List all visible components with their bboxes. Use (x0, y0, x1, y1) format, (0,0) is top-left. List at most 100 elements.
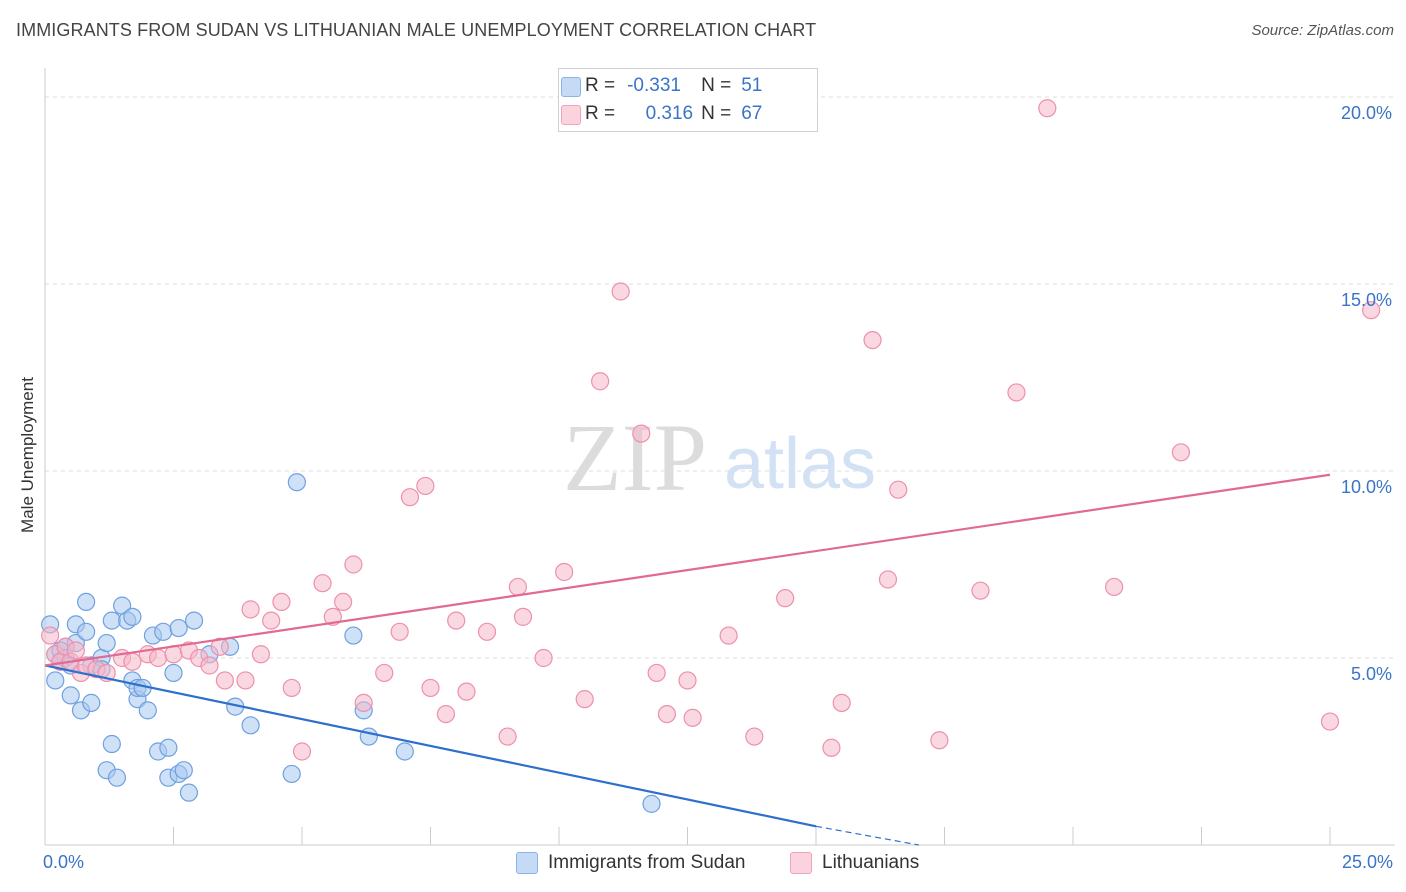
point-lithuanians (334, 592, 353, 612)
point-lithuanians (236, 671, 255, 690)
y-tick-label: 5.0% (1350, 664, 1392, 684)
x-tick-label: 0.0% (43, 852, 85, 872)
data-points (41, 99, 1381, 813)
point-lithuanians (354, 693, 373, 712)
point-lithuanians (575, 690, 594, 709)
point-sudan (159, 738, 178, 757)
legend-row-lithuanians: R = 0.316 N = 67 (561, 101, 763, 127)
series-legend-lithuanians[interactable]: Lithuanians (790, 852, 919, 874)
trend-line-sudan (44, 664, 817, 828)
point-lithuanians (832, 693, 851, 712)
point-lithuanians (776, 589, 795, 608)
trend-extension-sudan (815, 825, 919, 846)
point-lithuanians (1105, 577, 1124, 597)
point-lithuanians (123, 652, 142, 671)
point-sudan (46, 671, 65, 690)
point-lithuanians (1007, 383, 1026, 402)
point-lithuanians (41, 626, 60, 645)
point-lithuanians (215, 671, 234, 690)
point-lithuanians (930, 731, 949, 750)
legend-swatch-lithuanians (561, 105, 581, 125)
point-lithuanians (251, 645, 270, 664)
legend-r-value: -0.331 (627, 75, 681, 96)
point-lithuanians (416, 476, 435, 496)
point-sudan (287, 473, 306, 492)
point-lithuanians (1038, 99, 1057, 118)
point-lithuanians (421, 678, 440, 698)
axes (44, 68, 1395, 846)
point-lithuanians (447, 611, 466, 630)
legend-n-value: 51 (741, 75, 763, 96)
point-lithuanians (272, 592, 291, 612)
point-lithuanians (282, 678, 301, 698)
point-lithuanians (1171, 443, 1191, 462)
point-lithuanians (241, 600, 260, 619)
watermark-zip: ZIP (563, 404, 707, 511)
point-sudan (164, 663, 183, 683)
legend-n-label: N = (701, 103, 732, 124)
point-lithuanians (534, 648, 553, 668)
series-legend-sudan[interactable]: Immigrants from Sudan (516, 852, 745, 874)
point-lithuanians (313, 574, 332, 593)
point-lithuanians (436, 704, 456, 724)
point-sudan (77, 622, 96, 641)
point-lithuanians (611, 282, 630, 301)
series-label-lithuanians: Lithuanians (822, 852, 920, 873)
point-lithuanians (292, 742, 312, 761)
point-sudan (77, 592, 96, 612)
legend-swatch-sudan (561, 77, 581, 97)
point-lithuanians (344, 555, 363, 574)
point-lithuanians (210, 637, 229, 656)
point-sudan (174, 761, 193, 780)
point-sudan (138, 701, 157, 720)
point-sudan (282, 764, 301, 784)
point-sudan (344, 626, 363, 645)
point-sudan (642, 794, 661, 813)
point-sudan (82, 693, 101, 712)
point-sudan (179, 783, 199, 802)
point-sudan (241, 716, 260, 735)
point-lithuanians (683, 708, 702, 727)
point-sudan (184, 611, 204, 630)
correlation-legend: R = -0.331 N = 51 R = 0.316 N = 67 (558, 68, 818, 132)
point-sudan (154, 622, 173, 641)
point-lithuanians (555, 562, 574, 582)
point-lithuanians (498, 727, 517, 746)
point-lithuanians (632, 424, 651, 443)
point-sudan (107, 768, 127, 787)
point-lithuanians (66, 641, 85, 660)
watermark-atlas: atlas (724, 424, 876, 504)
point-lithuanians (822, 738, 841, 757)
point-lithuanians (513, 607, 533, 626)
trend-line-lithuanians (44, 473, 1331, 667)
point-sudan (123, 607, 142, 626)
y-tick-label: 20.0% (1340, 103, 1392, 123)
grid-lines (45, 96, 1395, 659)
chart-title: IMMIGRANTS FROM SUDAN VS LITHUANIAN MALE… (16, 20, 817, 40)
series-swatch-sudan (516, 852, 538, 874)
point-lithuanians (262, 611, 281, 630)
legend-r-value: 0.316 (645, 103, 694, 124)
watermark: ZIP atlas (563, 404, 876, 511)
trend-lines (44, 473, 1331, 846)
y-tick-label: 15.0% (1340, 290, 1392, 310)
point-lithuanians (745, 727, 764, 746)
legend-r-label: R = (585, 103, 616, 124)
point-sudan (359, 727, 378, 746)
point-lithuanians (148, 648, 168, 668)
legend-n-value: 67 (741, 103, 763, 124)
point-lithuanians (1320, 712, 1340, 731)
y-tick-label: 10.0% (1340, 477, 1392, 497)
point-lithuanians (657, 704, 677, 724)
point-lithuanians (678, 671, 697, 690)
point-lithuanians (647, 663, 666, 683)
point-sudan (61, 686, 80, 705)
point-lithuanians (889, 480, 908, 499)
point-lithuanians (878, 570, 898, 589)
point-lithuanians (971, 581, 990, 600)
point-sudan (97, 633, 116, 653)
legend-r-label: R = (585, 75, 616, 96)
point-lithuanians (719, 626, 738, 645)
point-lithuanians (477, 622, 497, 641)
point-sudan (395, 742, 414, 761)
